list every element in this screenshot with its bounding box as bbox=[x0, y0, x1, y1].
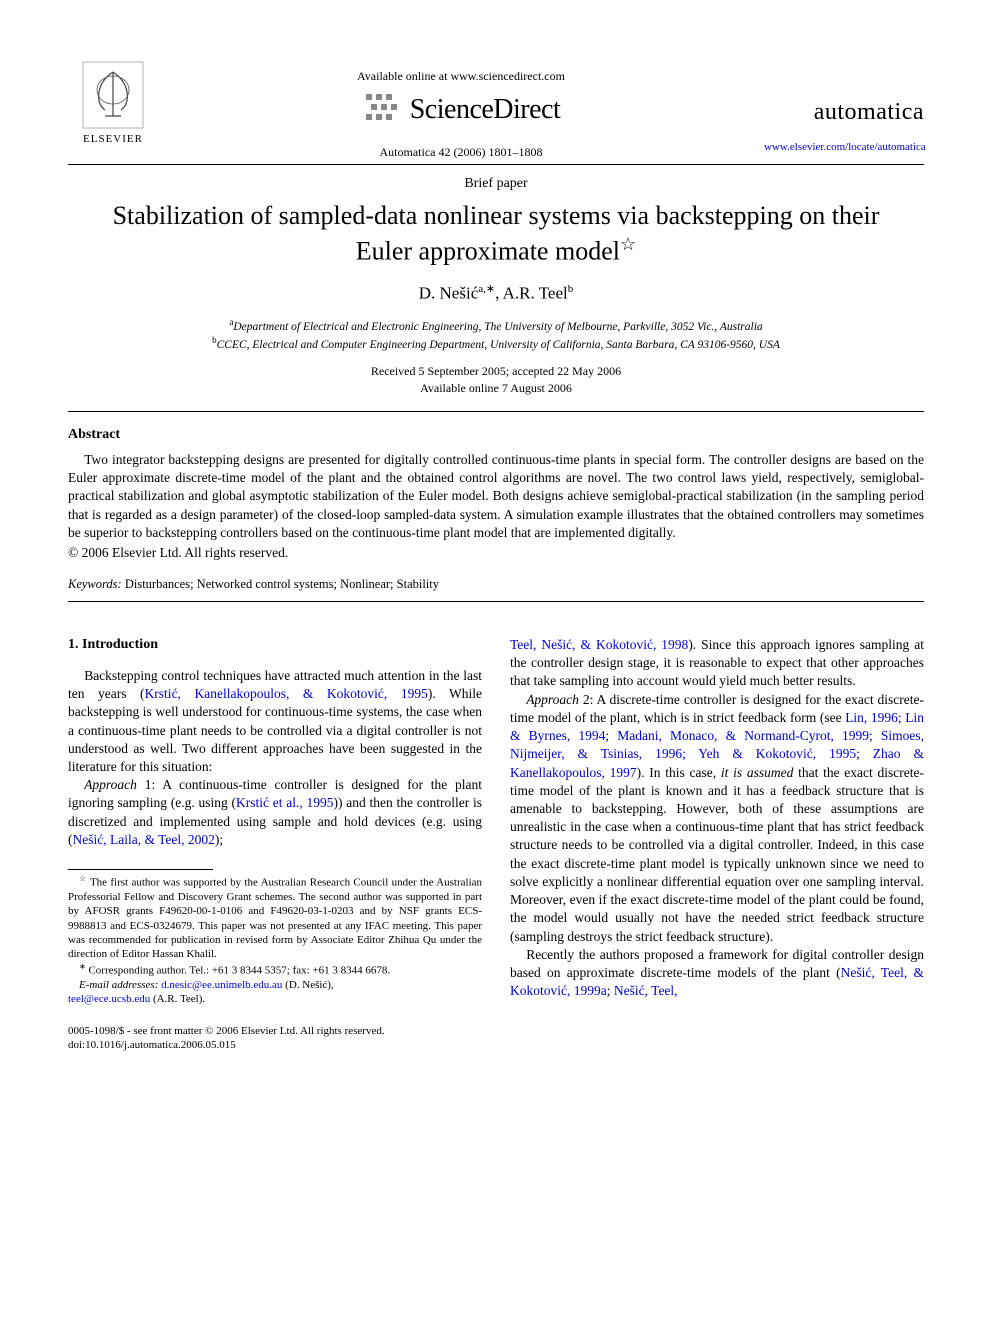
elsevier-logo-block: ELSEVIER bbox=[68, 60, 158, 147]
ref-nesic-2002[interactable]: Nešić, Laila, & Teel, 2002 bbox=[73, 832, 215, 847]
intro-para-framework: Recently the authors proposed a framewor… bbox=[510, 946, 924, 1001]
abstract-body: Two integrator backstepping designs are … bbox=[68, 451, 924, 542]
ref-krstic-1995b[interactable]: Krstić et al., 1995 bbox=[236, 795, 334, 810]
approach-1-continued: Teel, Nešić, & Kokotović, 1998). Since t… bbox=[510, 636, 924, 691]
journal-url-link[interactable]: www.elsevier.com/locate/automatica bbox=[764, 140, 924, 155]
footnotes: ☆ The first author was supported by the … bbox=[68, 874, 482, 1006]
ref-teel-1998[interactable]: Teel, Nešić, & Kokotović, 1998 bbox=[510, 637, 688, 652]
sciencedirect-icon bbox=[362, 90, 402, 130]
it-is-assumed: it is assumed bbox=[721, 765, 794, 780]
footnote-corresponding: ∗ Corresponding author. Tel.: +61 3 8344… bbox=[68, 962, 482, 978]
abstract-heading: Abstract bbox=[68, 426, 924, 445]
pre-abstract-rule bbox=[68, 411, 924, 412]
affiliation-b: bCCEC, Electrical and Computer Engineeri… bbox=[68, 334, 924, 353]
elsevier-tree-icon bbox=[81, 60, 145, 130]
author-sep: , bbox=[495, 284, 503, 303]
available-online-text: Available online at www.sciencedirect.co… bbox=[158, 68, 764, 84]
title-text: Stabilization of sampled-data nonlinear … bbox=[113, 201, 880, 265]
approach-2-label: Approach bbox=[526, 692, 579, 707]
ref-krstic-1995[interactable]: Krstić, Kanellakopoulos, & Kokotović, 19… bbox=[145, 686, 428, 701]
affiliations: aDepartment of Electrical and Electronic… bbox=[68, 316, 924, 354]
journal-name: automatica bbox=[764, 96, 924, 128]
header-rule bbox=[68, 164, 924, 165]
email-link-2[interactable]: teel@ece.ucsb.edu bbox=[68, 993, 150, 1005]
keywords-line: Keywords: Disturbances; Networked contro… bbox=[68, 576, 924, 593]
post-keywords-rule bbox=[68, 601, 924, 602]
footnote-emails: E-mail addresses: d.nesic@ee.unimelb.edu… bbox=[68, 978, 482, 992]
sciencedirect-text: ScienceDirect bbox=[410, 91, 561, 129]
footnote-rule bbox=[68, 869, 213, 870]
author-2: A.R. Teel bbox=[503, 284, 568, 303]
received-date: Received 5 September 2005; accepted 22 M… bbox=[68, 363, 924, 380]
affiliation-a: aDepartment of Electrical and Electronic… bbox=[68, 316, 924, 335]
intro-approach-1: Approach 1: A continuous-time controller… bbox=[68, 776, 482, 849]
footnote-star: ☆ The first author was supported by the … bbox=[68, 874, 482, 961]
intro-approach-2: Approach 2: A discrete-time controller i… bbox=[510, 691, 924, 946]
author-1-sup: a,∗ bbox=[478, 283, 495, 295]
doi-line: doi:10.1016/j.automatica.2006.05.015 bbox=[68, 1038, 482, 1052]
paper-type: Brief paper bbox=[68, 175, 924, 194]
keywords-text: Disturbances; Networked control systems;… bbox=[122, 577, 439, 591]
article-dates: Received 5 September 2005; accepted 22 M… bbox=[68, 363, 924, 397]
approach-1-label: Approach bbox=[84, 777, 137, 792]
center-header: Available online at www.sciencedirect.co… bbox=[158, 60, 764, 160]
abstract-copyright: © 2006 Elsevier Ltd. All rights reserved… bbox=[68, 544, 924, 562]
title-footnote-mark: ☆ bbox=[620, 234, 636, 254]
journal-block: automatica www.elsevier.com/locate/autom… bbox=[764, 60, 924, 155]
intro-para-1: Backstepping control techniques have att… bbox=[68, 667, 482, 776]
column-right: Teel, Nešić, & Kokotović, 1998). Since t… bbox=[510, 636, 924, 1053]
sciencedirect-brand: ScienceDirect bbox=[158, 90, 764, 130]
author-2-sup: b bbox=[568, 283, 574, 295]
authors: D. Nešića,∗, A.R. Teelb bbox=[68, 282, 924, 306]
elsevier-label: ELSEVIER bbox=[83, 132, 143, 147]
page-header: ELSEVIER Available online at www.science… bbox=[68, 60, 924, 160]
footer-meta: 0005-1098/$ - see front matter © 2006 El… bbox=[68, 1024, 482, 1053]
footnote-email-2: teel@ece.ucsb.edu (A.R. Teel). bbox=[68, 992, 482, 1006]
front-matter-line: 0005-1098/$ - see front matter © 2006 El… bbox=[68, 1024, 482, 1038]
online-date: Available online 7 August 2006 bbox=[68, 380, 924, 397]
column-left: 1. Introduction Backstepping control tec… bbox=[68, 636, 482, 1053]
author-1: D. Nešić bbox=[419, 284, 478, 303]
journal-reference: Automatica 42 (2006) 1801–1808 bbox=[158, 144, 764, 160]
section-1-heading: 1. Introduction bbox=[68, 636, 482, 655]
article-title: Stabilization of sampled-data nonlinear … bbox=[108, 200, 884, 268]
email-label: E-mail addresses: bbox=[79, 979, 158, 991]
keywords-label: Keywords: bbox=[68, 577, 122, 591]
ref-nesic-teel-cont[interactable]: Nešić, Teel, bbox=[614, 983, 678, 998]
body-columns: 1. Introduction Backstepping control tec… bbox=[68, 636, 924, 1053]
email-link-1[interactable]: d.nesic@ee.unimelb.edu.au bbox=[161, 979, 282, 991]
